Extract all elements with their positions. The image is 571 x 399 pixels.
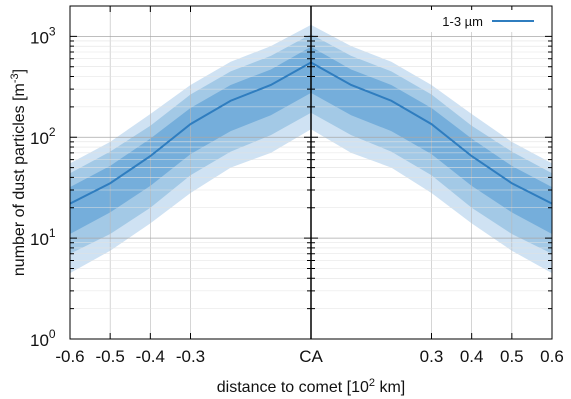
x-tick-label: -0.3: [176, 347, 205, 366]
legend-label: 1-3 µm: [442, 14, 483, 29]
x-tick-label: -0.5: [96, 347, 125, 366]
y-tick-label: 100: [30, 327, 56, 350]
x-tick-label: 0.5: [500, 347, 524, 366]
y-axis-label: number of dust particles [m-3]: [9, 69, 28, 276]
series-line-left: [69, 61, 312, 205]
axis-ticks: [69, 5, 553, 340]
legend-background: [418, 10, 546, 32]
x-axis-label: distance to comet [102 km]: [217, 377, 405, 396]
x-tick-label: 0.4: [460, 347, 484, 366]
x-tick-label: -0.4: [136, 347, 165, 366]
x-tick-label: CA: [299, 347, 323, 366]
x-tick-label: 0.6: [540, 347, 564, 366]
y-tick-label: 103: [30, 24, 56, 47]
x-tick-label: -0.6: [55, 347, 84, 366]
series-lines: [69, 61, 553, 205]
y-tick-label: 101: [30, 226, 56, 249]
legend: 1-3 µm: [418, 10, 546, 32]
x-tick-label: 0.3: [420, 347, 444, 366]
y-tick-labels: 100 101 102 103: [30, 24, 56, 350]
y-tick-label: 102: [30, 125, 56, 148]
x-tick-labels: -0.6 -0.5 -0.4 -0.3 CA 0.3 0.4 0.5 0.6: [55, 347, 563, 366]
series-line-right: [310, 61, 553, 205]
